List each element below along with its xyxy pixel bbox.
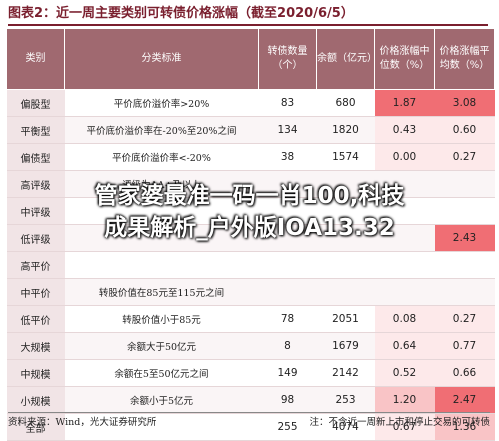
footnote: 注：不含近一周新上市和停止交易的可转债	[309, 417, 490, 428]
cell-mean: 0.66	[434, 359, 495, 387]
cell-mean: 0.27	[434, 143, 495, 171]
table-row: 低平价 转股价值小于85元 78 2051 0.08 0.27	[6, 305, 495, 333]
table-row: 偏股型 平价底价溢价率>20% 83 680 1.87 3.08	[6, 89, 495, 117]
cell-standard: 评级为AA+及以上	[64, 170, 259, 198]
cell-median: 0.43	[374, 116, 435, 144]
cell-mean: 0.27	[434, 305, 495, 333]
cell-standard	[64, 251, 259, 279]
cell-median	[374, 278, 435, 306]
cell-category: 小规模	[6, 386, 65, 414]
convertible-bond-table: 类别 分类标准 转债数量（个） 余额（亿元） 价格涨幅中位数（%） 价格涨幅平均…	[6, 28, 495, 441]
table-row: 高评级 评级为AA+及以上	[6, 170, 495, 198]
table-row: 中评级	[6, 197, 495, 225]
table-row: 小规模 余额小于5亿元 98 253 1.20 2.47	[6, 386, 495, 414]
cell-balance: 2051	[316, 305, 375, 333]
cell-count	[258, 170, 317, 198]
cell-median	[374, 251, 435, 279]
cell-category: 低平价	[6, 305, 65, 333]
cell-count: 98	[258, 386, 317, 414]
cell-balance	[316, 197, 375, 225]
cell-mean	[434, 197, 495, 225]
cell-count: 134	[258, 116, 317, 144]
cell-standard: 余额在5至50亿元之间	[64, 359, 259, 387]
cell-standard: 转股价值在85元至115元之间	[64, 278, 259, 306]
cell-category: 中评级	[6, 197, 65, 225]
cell-mean: 0.77	[434, 332, 495, 360]
cell-mean: 0.60	[434, 116, 495, 144]
cell-median: 0.00	[374, 143, 435, 171]
header-mean: 价格涨幅平均数（%）	[434, 28, 495, 90]
cell-balance	[316, 170, 375, 198]
cell-balance	[316, 251, 375, 279]
cell-balance: 253	[316, 386, 375, 414]
table-row: 偏债型 平价底价溢价率<-20% 38 1574 0.00 0.27	[6, 143, 495, 171]
cell-median: 0.64	[374, 332, 435, 360]
cell-mean: 3.08	[434, 89, 495, 117]
cell-count: 8	[258, 332, 317, 360]
cell-balance: 1574	[316, 143, 375, 171]
cell-median: 1.87	[374, 89, 435, 117]
source-note: 资料来源：Wind，光大证券研究所	[8, 417, 157, 428]
cell-standard: 转股价值小于85元	[64, 305, 259, 333]
cell-standard: 平价底价溢价率>20%	[64, 89, 259, 117]
cell-category: 平衡型	[6, 116, 65, 144]
cell-count	[258, 251, 317, 279]
cell-count	[258, 224, 317, 252]
cell-category: 偏债型	[6, 143, 65, 171]
header-category: 类别	[6, 28, 65, 90]
header-standard: 分类标准	[64, 28, 259, 90]
cell-count: 78	[258, 305, 317, 333]
cell-mean: 2.47	[434, 386, 495, 414]
cell-standard: 平价底价溢价率在-20%至20%之间	[64, 116, 259, 144]
table-row: 平衡型 平价底价溢价率在-20%至20%之间 134 1820 0.43 0.60	[6, 116, 495, 144]
cell-balance	[316, 224, 375, 252]
cell-standard: 平价底价溢价率<-20%	[64, 143, 259, 171]
table-row: 高平价	[6, 251, 495, 279]
cell-count: 38	[258, 143, 317, 171]
table-row: 大规模 余额大于50亿元 8 1679 0.64 0.77	[6, 332, 495, 360]
table-row: 中规模 余额在5至50亿元之间 149 2142 0.52 0.66	[6, 359, 495, 387]
cell-standard	[64, 197, 259, 225]
cell-count: 149	[258, 359, 317, 387]
cell-category: 低评级	[6, 224, 65, 252]
table-row: 低评级 2.43	[6, 224, 495, 252]
cell-category: 中规模	[6, 359, 65, 387]
cell-mean: 2.43	[434, 224, 495, 252]
cell-mean	[434, 251, 495, 279]
table-title: 图表2：近一周主要类别可转债价格涨幅（截至2020/6/5）	[8, 4, 488, 26]
header-median: 价格涨幅中位数（%）	[374, 28, 435, 90]
cell-count: 83	[258, 89, 317, 117]
cell-median	[374, 197, 435, 225]
cell-category: 高平价	[6, 251, 65, 279]
cell-standard: 余额小于5亿元	[64, 386, 259, 414]
cell-count	[258, 197, 317, 225]
header-count: 转债数量（个）	[258, 28, 317, 90]
cell-standard	[64, 224, 259, 252]
cell-count	[258, 278, 317, 306]
cell-category: 大规模	[6, 332, 65, 360]
footer: 资料来源：Wind，光大证券研究所 注：不含近一周新上市和停止交易的可转债	[8, 412, 490, 433]
cell-mean	[434, 278, 495, 306]
table-row: 中平价 转股价值在85元至115元之间	[6, 278, 495, 306]
cell-balance: 2142	[316, 359, 375, 387]
cell-median	[374, 224, 435, 252]
watermark-overlay: 管家婆最准一码一肖100,科技 成果解析_户外版IOA13.32	[0, 180, 499, 244]
cell-category: 偏股型	[6, 89, 65, 117]
cell-median: 1.20	[374, 386, 435, 414]
cell-median: 0.08	[374, 305, 435, 333]
cell-mean	[434, 170, 495, 198]
cell-balance	[316, 278, 375, 306]
overlay-line-1: 管家婆最准一码一肖100,科技	[94, 183, 405, 209]
cell-category: 中平价	[6, 278, 65, 306]
cell-balance: 1679	[316, 332, 375, 360]
header-balance: 余额（亿元）	[316, 28, 377, 90]
cell-median: 0.52	[374, 359, 435, 387]
cell-balance: 680	[316, 89, 375, 117]
header-row: 类别 分类标准 转债数量（个） 余额（亿元） 价格涨幅中位数（%） 价格涨幅平均…	[6, 28, 495, 90]
cell-standard: 余额大于50亿元	[64, 332, 259, 360]
cell-category: 高评级	[6, 170, 65, 198]
cell-median	[374, 170, 435, 198]
cell-balance: 1820	[316, 116, 375, 144]
overlay-line-2: 成果解析_户外版IOA13.32	[104, 215, 395, 241]
